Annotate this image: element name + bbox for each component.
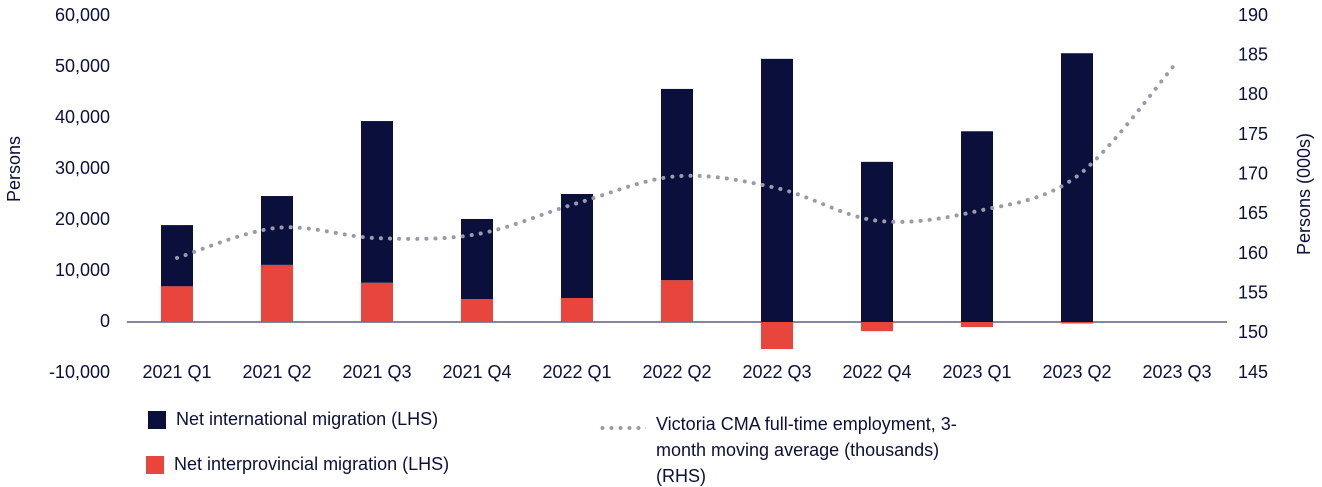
x-tick-label: 2021 Q4: [442, 362, 511, 382]
bar: [661, 280, 693, 322]
x-tick-label: 2022 Q2: [642, 362, 711, 382]
y2-tick-label: 180: [1238, 84, 1268, 104]
bar: [961, 131, 993, 322]
y2-tick-label: 190: [1238, 5, 1268, 25]
bar: [961, 322, 993, 328]
y-tick-label: 20,000: [55, 209, 110, 229]
bar: [861, 322, 893, 332]
bar: [1061, 53, 1093, 322]
bar: [861, 161, 893, 322]
x-tick-label: 2022 Q4: [842, 362, 911, 382]
y-tick-label: -10,000: [49, 362, 110, 382]
bar: [161, 286, 193, 322]
bar: [561, 193, 593, 299]
bar: [161, 225, 193, 287]
legend-swatch: [148, 411, 166, 429]
x-tick-label: 2021 Q3: [342, 362, 411, 382]
x-tick-label: 2022 Q3: [742, 362, 811, 382]
bar: [361, 282, 393, 322]
x-tick-label: 2021 Q1: [142, 362, 211, 382]
y2-tick-label: 185: [1238, 44, 1268, 64]
bar: [461, 218, 493, 300]
bar: [661, 88, 693, 281]
legend-label: Net interprovincial migration (LHS): [174, 454, 450, 474]
legend-swatch: [598, 426, 646, 430]
legend-swatch: [146, 456, 164, 474]
y-tick-label: 10,000: [55, 260, 110, 280]
y-tick-label: 0: [100, 311, 110, 331]
y-tick-label: 40,000: [55, 107, 110, 127]
y2-tick-label: 170: [1238, 163, 1268, 183]
bar: [361, 121, 393, 283]
x-tick-label: 2022 Q1: [542, 362, 611, 382]
bar: [1061, 322, 1093, 324]
y2-tick-label: 160: [1238, 243, 1268, 263]
y2-tick-label: 165: [1238, 203, 1268, 223]
legend-label: Victoria CMA full-time employment, 3-mon…: [656, 414, 957, 486]
y-tick-label: 30,000: [55, 158, 110, 178]
legend-label: Net international migration (LHS): [176, 409, 439, 429]
bar: [461, 299, 493, 322]
bar: [261, 196, 293, 265]
y2-tick-label: 150: [1238, 322, 1268, 342]
legend-item: Net interprovincial migration (LHS): [146, 454, 488, 477]
x-tick-label: 2021 Q2: [242, 362, 311, 382]
x-tick-label: 2023 Q1: [942, 362, 1011, 382]
legend-item: Victoria CMA full-time employment, 3-mon…: [598, 414, 978, 487]
y2-tick-label: 155: [1238, 282, 1268, 302]
legend-item: Net international migration (LHS): [148, 409, 488, 432]
y2-tick-label: 175: [1238, 124, 1268, 144]
y2-tick-label: 145: [1238, 362, 1268, 382]
bar: [561, 298, 593, 322]
y2-axis-title: Persons (000s): [1294, 133, 1314, 255]
bar: [761, 322, 793, 350]
y-tick-label: 60,000: [55, 5, 110, 25]
bar: [261, 264, 293, 322]
y-tick-label: 50,000: [55, 56, 110, 76]
y-axis-title: Persons: [4, 136, 24, 202]
x-tick-label: 2023 Q3: [1142, 362, 1211, 382]
x-tick-label: 2023 Q2: [1042, 362, 1111, 382]
